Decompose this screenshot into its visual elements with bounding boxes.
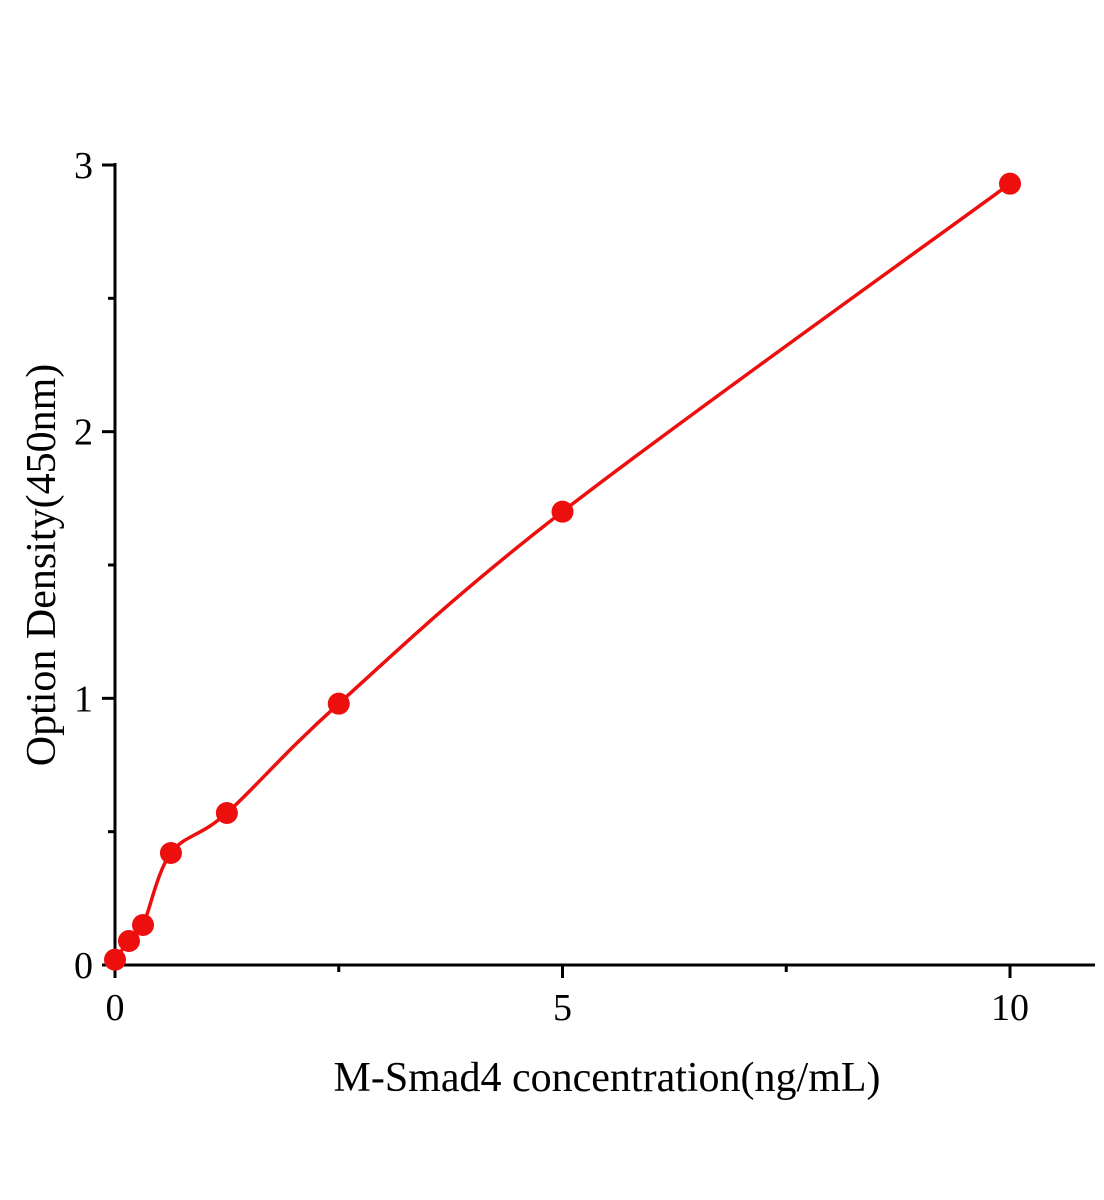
x-tick-label: 10 [991, 987, 1029, 1029]
y-tick-label: 1 [74, 678, 93, 720]
y-axis-title: Option Density(450nm) [19, 363, 65, 767]
x-axis-title: M-Smad4 concentration(ng/mL) [333, 1055, 881, 1101]
data-point-marker [215, 802, 238, 824]
data-point-marker [999, 172, 1021, 195]
data-point-marker [104, 948, 126, 971]
data-point-marker [159, 842, 182, 864]
data-point-marker [132, 914, 155, 936]
x-tick-label: 5 [553, 987, 572, 1029]
data-point-marker [551, 500, 574, 523]
y-tick-label: 2 [74, 412, 93, 454]
y-tick-label: 3 [74, 145, 93, 187]
y-tick-label: 0 [74, 945, 93, 987]
x-tick-label: 0 [106, 987, 125, 1029]
standard-curve-line [113, 181, 1012, 962]
data-point-marker [327, 692, 350, 715]
data-point-marker [117, 930, 140, 952]
